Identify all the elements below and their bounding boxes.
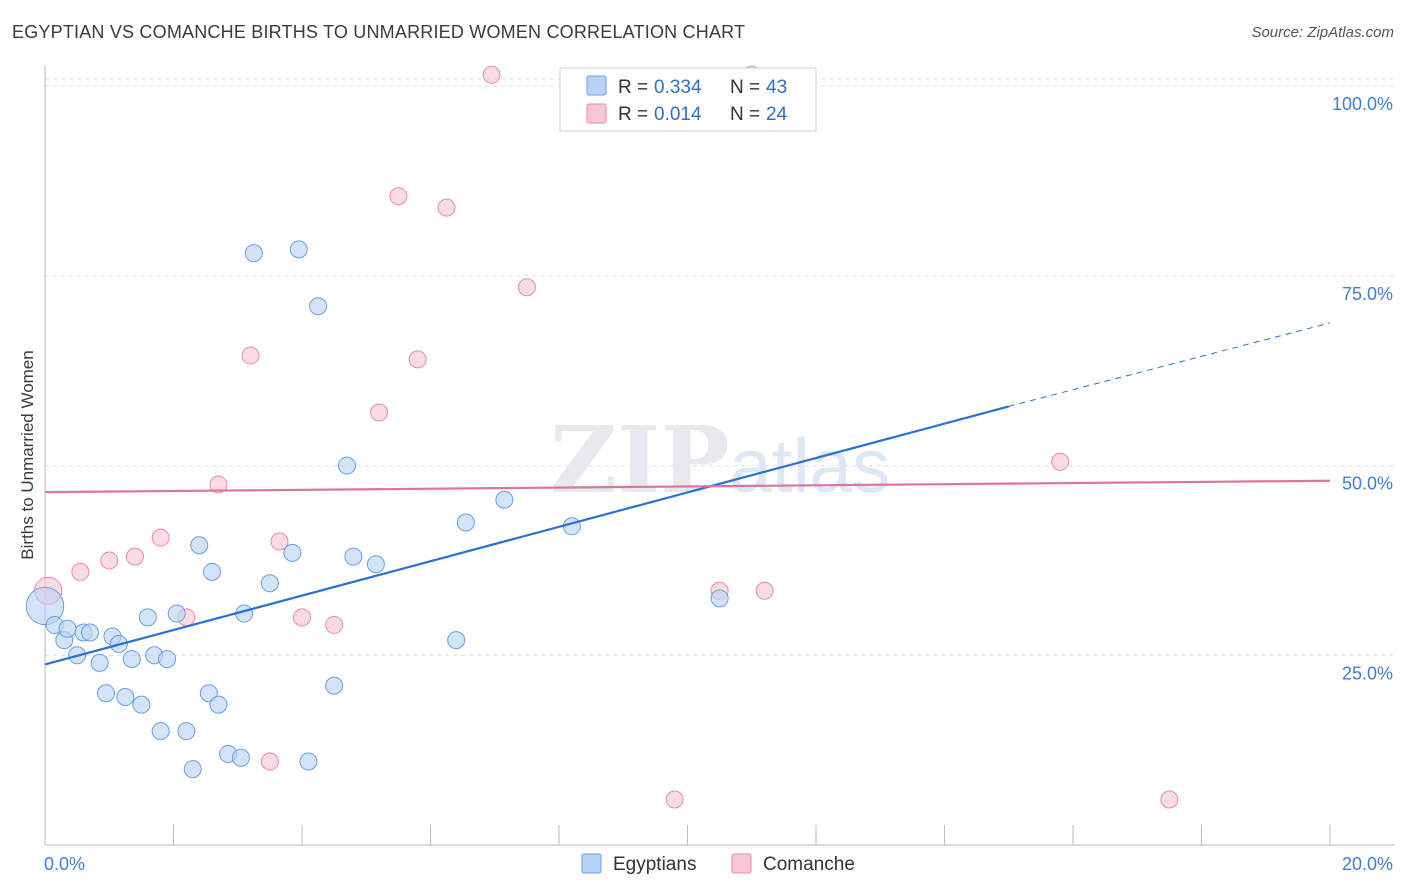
- comanche-point: [1160, 790, 1179, 809]
- egyptians-point: [244, 244, 263, 263]
- egyptians-point: [122, 650, 141, 669]
- comanche-point: [71, 562, 90, 581]
- egyptians-point: [344, 547, 363, 566]
- egyptians-point: [80, 623, 99, 642]
- watermark-atlas: atlas: [729, 424, 890, 509]
- egyptians-point: [203, 562, 222, 581]
- bottom-legend: Egyptians Comanche: [581, 853, 855, 875]
- egyptians-point: [710, 589, 729, 608]
- legend-r-label: R =: [618, 104, 648, 125]
- y-axis-label: Births to Unmarried Women: [18, 350, 37, 559]
- egyptians-point: [151, 722, 170, 741]
- comanche-point: [665, 790, 684, 809]
- egyptians-point: [283, 543, 302, 562]
- egyptians-point: [158, 650, 177, 669]
- y-tick-label: 75.0%: [1342, 284, 1393, 304]
- egyptians-point: [177, 722, 196, 741]
- comanche-point: [517, 278, 536, 297]
- legend-r-value-egyptians: 0.334: [654, 77, 702, 98]
- comanche-point: [482, 65, 501, 84]
- legend-r-value-comanche: 0.014: [654, 104, 702, 125]
- comanche-point: [293, 608, 311, 627]
- y-tick-label: 100.0%: [1332, 94, 1393, 114]
- comanche-point: [389, 187, 408, 206]
- egyptians-point: [209, 695, 228, 714]
- svg-text:R =: R =: [618, 77, 648, 98]
- comanche-trend-line: [44, 479, 1331, 494]
- legend-n-label: N =: [730, 104, 760, 125]
- egyptians-point: [337, 456, 356, 475]
- egyptians-point: [325, 676, 344, 695]
- egyptians-point: [456, 513, 475, 532]
- watermark-zip: ZIP: [550, 406, 729, 514]
- bottom-legend-egyptians: Egyptians: [613, 854, 696, 875]
- comanche-points: [34, 65, 1179, 809]
- legend-n-value-egyptians: 43: [766, 77, 787, 98]
- egyptians-point: [447, 631, 466, 650]
- y-tick-label: 50.0%: [1342, 474, 1393, 494]
- egyptians-point: [116, 688, 135, 707]
- trend-lines: [44, 322, 1331, 666]
- egyptians-point: [289, 240, 308, 259]
- x-tick-label: 20.0%: [1342, 854, 1393, 874]
- bottom-legend-swatch-comanche: [731, 853, 752, 874]
- chart-title: EGYPTIAN VS COMANCHE BIRTHS TO UNMARRIED…: [12, 22, 746, 42]
- egyptians-point: [190, 536, 209, 555]
- legend-swatch-egyptians: [586, 75, 607, 96]
- comanche-point: [209, 475, 228, 494]
- comanche-point: [437, 198, 456, 217]
- legend-n-value-comanche: 24: [766, 104, 788, 125]
- legend-n-label: N =: [730, 77, 760, 98]
- egyptians-point: [366, 555, 385, 574]
- legend-r-label: R =: [618, 77, 648, 98]
- egyptians-point: [167, 604, 186, 623]
- egyptians-points: [25, 240, 729, 779]
- watermark: ZIPatlas: [550, 406, 890, 514]
- egyptians-point: [138, 608, 157, 627]
- egyptians-trend-line: [44, 405, 1010, 666]
- legend-swatch-comanche: [586, 103, 607, 124]
- comanche-point: [325, 615, 344, 634]
- x-tick-label: 0.0%: [44, 854, 85, 874]
- egyptians-point: [132, 695, 151, 714]
- comanche-point: [408, 350, 427, 369]
- comanche-point: [755, 581, 774, 600]
- bottom-legend-swatch-egyptians: [581, 853, 602, 874]
- bottom-legend-comanche: Comanche: [763, 854, 855, 875]
- egyptians-point: [58, 619, 77, 638]
- egyptians-point: [97, 684, 116, 703]
- comanche-point: [270, 532, 289, 551]
- egyptians-point: [309, 297, 328, 316]
- egyptians-point: [183, 760, 202, 779]
- egyptians-point: [231, 748, 250, 767]
- comanche-point: [370, 403, 389, 422]
- source-label: Source: ZipAtlas.com: [1251, 24, 1394, 41]
- comanche-point: [241, 346, 260, 365]
- legend: R = 0.334 N = 43 R = 0.014 N = 24: [559, 67, 817, 132]
- y-tick-label: 25.0%: [1342, 663, 1393, 683]
- axes-layer: 25.0% 50.0% 75.0% 100.0% 0.0% 20.0%: [44, 66, 1395, 874]
- comanche-point: [1051, 452, 1070, 471]
- comanche-point: [260, 752, 279, 771]
- egyptians-point: [90, 653, 109, 672]
- egyptians-point: [25, 586, 65, 626]
- comanche-point: [125, 547, 144, 566]
- egyptians-point: [495, 490, 514, 509]
- egyptians-point: [299, 752, 318, 771]
- grid-layer: [45, 78, 1395, 656]
- comanche-point: [100, 551, 119, 570]
- egyptians-trend-extension: [1008, 322, 1331, 407]
- egyptians-point: [260, 574, 279, 593]
- egyptians-point: [562, 517, 581, 536]
- comanche-point: [151, 528, 170, 547]
